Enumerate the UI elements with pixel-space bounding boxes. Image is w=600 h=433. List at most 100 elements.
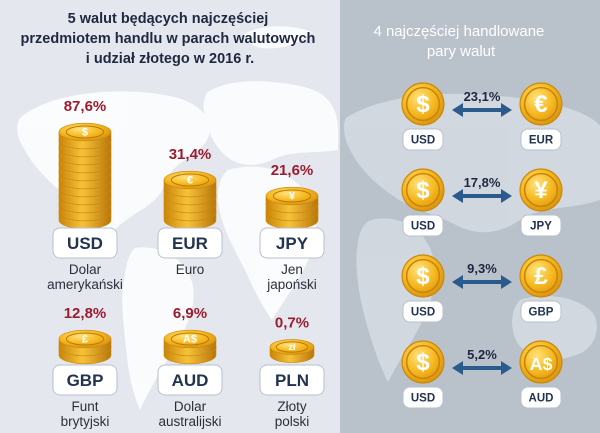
currency-name-line: polski <box>275 414 310 429</box>
coin-symbol: £ <box>534 263 548 290</box>
currency-code-box: USD <box>402 300 444 323</box>
currency-code: EUR <box>529 135 554 147</box>
pair-share-label: 23,1% <box>464 89 501 104</box>
currency-code-box: JPY <box>520 214 562 237</box>
currency-code-box: AUD <box>520 386 562 409</box>
right-title-line-1: 4 najczęściej handlowane <box>373 23 544 40</box>
yen-coin-icon: ¥ <box>265 186 319 230</box>
australian-dollar-coin-icon: A$ <box>519 340 563 384</box>
left-title-line-2: przedmiotem handlu w parach walutowych <box>21 31 316 47</box>
coin-symbol: ¥ <box>289 190 296 202</box>
pair-share-label: 9,3% <box>467 261 497 276</box>
currency-code: JPY <box>530 221 552 233</box>
currency-name-line: japoński <box>266 277 317 292</box>
currency-pair-usd-gbp: $ £9,3% USD GBP <box>401 254 563 323</box>
dollar-coin-icon: $ <box>401 340 445 384</box>
currency-code-box: USD <box>402 214 444 237</box>
coin-symbol: A$ <box>183 333 197 345</box>
australian-dollar-coin-icon: A$ <box>163 329 217 365</box>
currency-code: USD <box>411 135 435 147</box>
currency-code-box: GBP <box>52 364 118 396</box>
currency-name-line: brytyjski <box>61 414 110 429</box>
currency-code: USD <box>411 393 435 405</box>
share-value-label: 6,9% <box>173 305 207 322</box>
coin-symbol: ¥ <box>534 177 548 204</box>
dollar-coin-icon: $ <box>401 254 445 298</box>
dollar-coin-icon: $ <box>401 82 445 126</box>
currency-code: GBP <box>529 307 554 319</box>
currency-code-box: JPY <box>259 227 325 259</box>
euro-coin-icon: € <box>163 170 217 230</box>
currency-name-line: amerykański <box>47 277 123 292</box>
currency-name-line: Złoty <box>277 399 307 414</box>
pair-share-label: 5,2% <box>467 347 497 362</box>
coin-symbol: A$ <box>530 354 553 374</box>
dollar-coin-icon: $ <box>401 168 445 212</box>
dollar-coin-icon: $ <box>58 122 112 230</box>
currency-name-line: Jen <box>281 262 303 277</box>
left-title-line-1: 5 walut będących najczęściej <box>68 11 269 27</box>
share-value-label: 12,8% <box>64 305 107 322</box>
right-chart-title: 4 najczęściej handlowane pary walut <box>373 23 548 60</box>
currency-code: PLN <box>275 371 309 390</box>
currency-code-box: EUR <box>157 227 223 259</box>
left-chart-title: 5 walut będących najczęściej przedmiotem… <box>21 11 320 67</box>
right-title-line-2: pary walut <box>427 43 496 60</box>
currency-name-line: Dolar <box>69 262 102 277</box>
double-arrow-icon <box>452 361 512 375</box>
double-arrow-icon <box>452 103 512 117</box>
currency-code: AUD <box>172 371 209 390</box>
coin-symbol: € <box>187 174 193 186</box>
currency-code-box: AUD <box>157 364 223 396</box>
share-value-label: 0,7% <box>275 315 309 332</box>
currency-name-line: Dolar <box>174 399 207 414</box>
currency-pairs-chart: $ €23,1% USD EUR $ ¥17,8% USD JPY $ £9,3% USD GBP $ A… <box>401 82 563 409</box>
coin-symbol: $ <box>416 177 430 204</box>
currency-code: AUD <box>529 393 554 405</box>
currency-code-box: USD <box>402 386 444 409</box>
yen-coin-icon: ¥ <box>519 168 563 212</box>
coin-symbol: $ <box>416 91 430 118</box>
currency-code-box: USD <box>402 128 444 151</box>
currency-share-chart: $87,6%USDDolaramerykański€31,4%EUREuro¥2… <box>47 98 325 429</box>
double-arrow-icon <box>452 275 512 289</box>
currency-code-box: PLN <box>259 364 325 396</box>
left-title-line-3: i udział złotego w 2016 r. <box>86 51 254 67</box>
currency-name-line: Funt <box>71 399 98 414</box>
coin-symbol: $ <box>416 349 430 376</box>
currency-code: USD <box>411 221 435 233</box>
currency-pair-usd-eur: $ €23,1% USD EUR <box>401 82 563 151</box>
currency-item-eur: €31,4% EUR Euro <box>157 146 223 277</box>
share-value-label: 21,6% <box>271 162 314 179</box>
coin-symbol: € <box>534 91 547 118</box>
double-arrow-icon <box>452 189 512 203</box>
currency-name-line: Euro <box>176 262 205 277</box>
currency-pair-usd-jpy: $ ¥17,8% USD JPY <box>401 168 563 237</box>
euro-coin-icon: € <box>519 82 563 126</box>
zloty-coin-icon: zł <box>269 339 315 363</box>
currency-code-box: GBP <box>520 300 562 323</box>
currency-code: USD <box>411 307 435 319</box>
currency-code-box: USD <box>52 227 118 259</box>
pound-coin-icon: £ <box>519 254 563 298</box>
currency-code: JPY <box>276 234 309 253</box>
currency-code-box: EUR <box>520 128 562 151</box>
coin-symbol: £ <box>82 333 89 345</box>
currency-pair-usd-aud: $ A$ 5,2% USD AUD <box>401 340 563 409</box>
share-value-label: 31,4% <box>169 146 212 163</box>
share-value-label: 87,6% <box>64 98 107 115</box>
coin-symbol: $ <box>416 263 430 290</box>
pound-coin-icon: £ <box>58 329 112 365</box>
currency-code: GBP <box>67 371 104 390</box>
coin-symbol: zł <box>288 342 296 352</box>
coin-symbol: $ <box>82 126 88 138</box>
currency-code: USD <box>67 234 103 253</box>
pair-share-label: 17,8% <box>464 175 501 190</box>
currency-name-line: australijski <box>158 414 221 429</box>
